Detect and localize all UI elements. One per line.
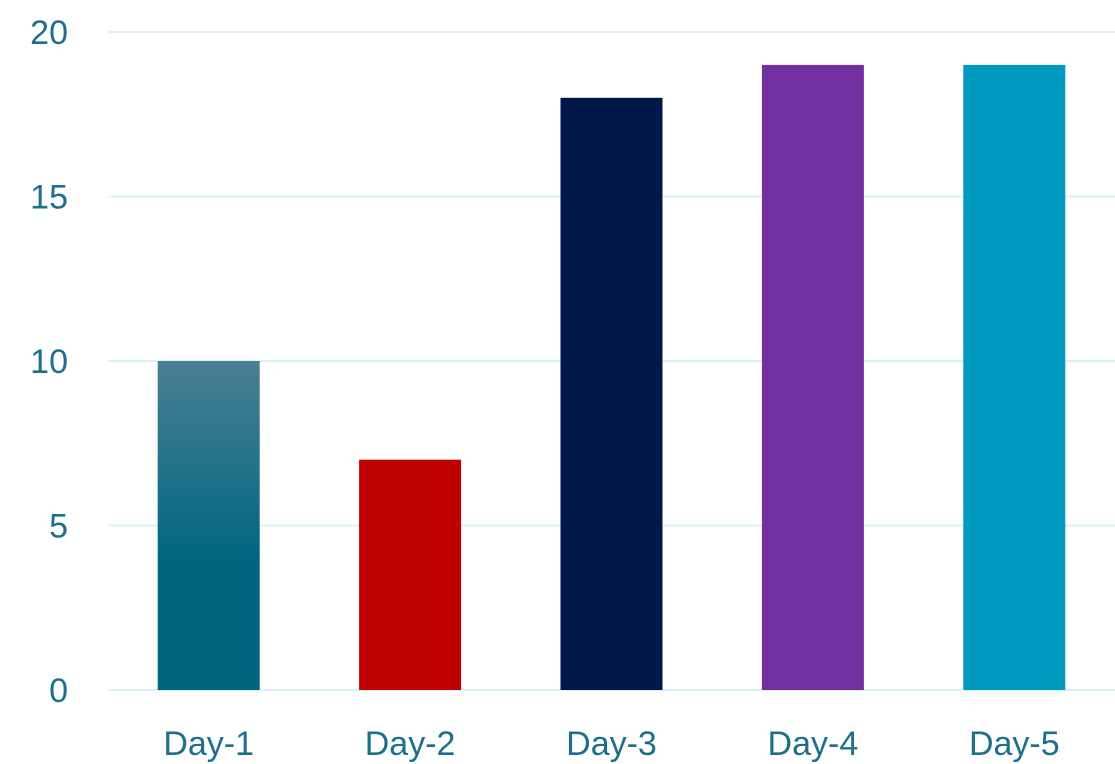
bar-day-4 [761, 64, 864, 690]
y-tick-label: 0 [49, 672, 68, 710]
bar-day-5 [963, 64, 1066, 690]
x-category-label: Day-3 [566, 725, 657, 763]
x-category-label: Day-2 [365, 725, 456, 763]
bar-day-1 [157, 361, 260, 690]
y-tick-label: 5 [49, 508, 68, 546]
y-axis-ticks: 0 5 10 15 20 [30, 14, 68, 710]
bars [157, 64, 1066, 691]
y-tick-label: 20 [30, 14, 68, 52]
x-category-label: Day-4 [768, 725, 859, 763]
x-category-label: Day-1 [163, 725, 254, 763]
bar-day-3 [560, 97, 663, 691]
x-axis-categories: Day-1 Day-2 Day-3 Day-4 Day-5 [163, 725, 1059, 763]
y-tick-label: 15 [30, 179, 68, 217]
bar-day-2 [359, 459, 462, 690]
x-category-label: Day-5 [969, 725, 1060, 763]
y-tick-label: 10 [30, 343, 68, 381]
